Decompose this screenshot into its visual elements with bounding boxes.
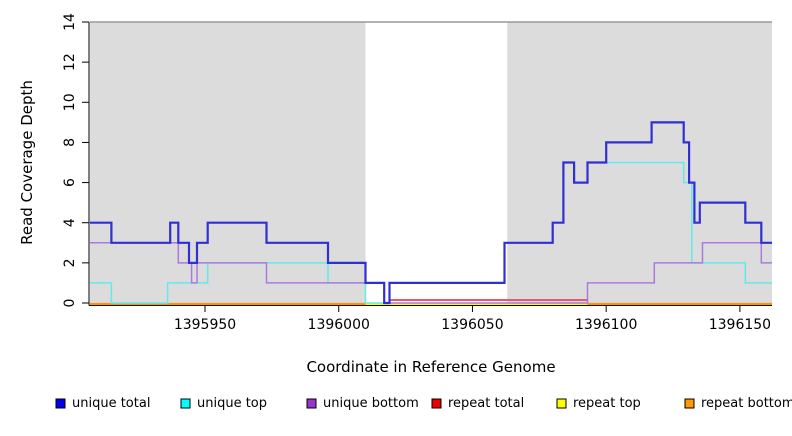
x-tick-label: 1396150: [709, 317, 771, 333]
x-tick-label: 1396100: [575, 317, 637, 333]
legend-label-unique-top: unique top: [197, 396, 267, 411]
legend-label-unique-bottom: unique bottom: [323, 396, 419, 411]
legend-swatch-repeat-bottom: [684, 398, 695, 409]
y-tick-label: 12: [62, 53, 78, 71]
y-tick-label: 8: [62, 138, 78, 147]
legend-label-unique-total: unique total: [72, 396, 150, 411]
legend-swatch-repeat-total: [431, 398, 442, 409]
y-tick-label: 4: [62, 218, 78, 227]
legend-label-repeat-bottom: repeat bottom: [701, 396, 792, 411]
y-tick-label: 2: [62, 258, 78, 267]
x-tick-label: 1396050: [441, 317, 503, 333]
legend-swatch-unique-top: [180, 398, 191, 409]
x-tick-label: 1396000: [308, 317, 370, 333]
y-tick-label: 10: [62, 93, 78, 111]
x-tick-label: 1395950: [174, 317, 236, 333]
legend-swatch-unique-bottom: [306, 398, 317, 409]
legend-swatch-unique-total: [55, 398, 66, 409]
series-unique-total-line: [90, 121, 772, 305]
y-tick-label: 14: [62, 13, 78, 31]
y-axis-title: Read Coverage Depth: [18, 80, 36, 245]
legend-swatch-repeat-top: [556, 398, 567, 409]
y-tick-label: 6: [62, 178, 78, 187]
repeat-region-shade-1: [90, 22, 366, 303]
legend-label-repeat-top: repeat top: [573, 396, 641, 411]
y-tick-label: 0: [62, 299, 78, 308]
x-axis-title: Coordinate in Reference Genome: [306, 358, 555, 376]
legend-label-repeat-total: repeat total: [448, 396, 524, 411]
